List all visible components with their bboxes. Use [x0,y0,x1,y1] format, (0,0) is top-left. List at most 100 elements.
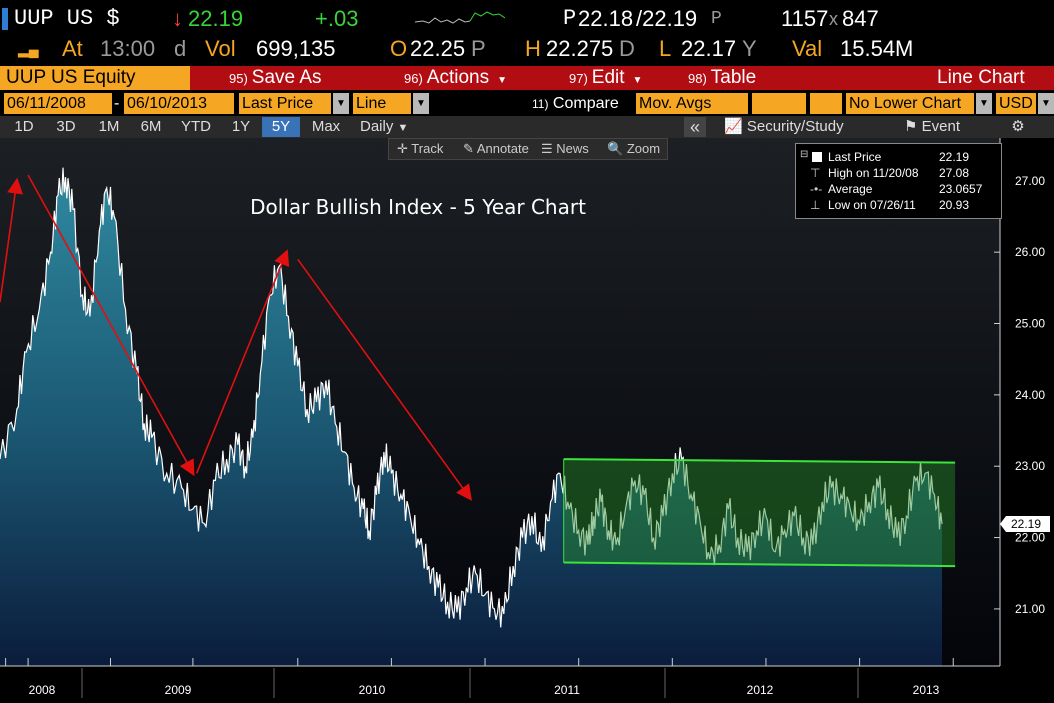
current-price-tag [1000,516,1050,533]
price-chart[interactable]: 21.00 22.00 23.00 24.00 25.00 26.00 27.00 22.19… [0,138,1054,703]
legend-average-label: Average [828,182,873,196]
quote-line-2: ▂▄ At 13:00 d Vol 699,135 O 22.25 P H 22… [0,36,1054,62]
range-1m-button[interactable]: 1M [98,118,120,135]
y-tick-label: 26.00 [1015,245,1045,259]
range-3d-button[interactable]: 3D [56,118,76,135]
moving-averages-blank-2[interactable] [810,93,842,114]
ask-suffix: P [711,9,722,29]
moving-averages-blank-1[interactable] [752,93,806,114]
style-select[interactable]: Line [353,93,411,114]
edit-menu[interactable]: 97) Edit ▼ [569,66,642,90]
currency-select[interactable]: USD [996,93,1036,114]
volume-label: Vol [205,36,236,61]
quote-line-1: UUP US $ ↓ 22.19 +.03 P 22.18 /22.19 P 1… [0,6,1054,32]
sparkline-icon [415,11,505,24]
edit-caret-icon: ▼ [632,75,643,86]
field-dropdown-icon[interactable]: ▼ [333,93,349,114]
volume-value: 699,135 [256,36,336,61]
y-tick-label: 21.00 [1015,602,1045,616]
price-change: +.03 [315,6,359,31]
security-study-button[interactable]: 📈 Security/Study [724,117,874,137]
legend-last-label: Last Price [828,150,882,164]
bid-price: 22.18 [578,6,634,31]
moving-averages-field[interactable]: Mov. Avgs [636,93,748,114]
chart-line-icon: 📈 [724,118,743,135]
trend-arrow-3 [195,249,290,474]
lower-chart-select[interactable]: No Lower Chart [846,93,974,114]
legend-high-label: High on 11/20/08 [828,166,919,180]
open-suffix: P [471,36,486,61]
actions-number: 96) [404,71,423,86]
ticker-symbol: UUP US $ [14,6,120,31]
news-label: News [556,141,589,156]
zoom-tool[interactable]: 🔍 Zoom [607,139,660,159]
last-price: 22.19 [188,6,244,31]
collapse-icon[interactable]: « [684,117,706,137]
security-study-label: Security/Study [746,118,844,135]
compare-label: Compare [552,95,619,112]
down-arrow-icon: ↓ [172,6,183,31]
channel-upper-line [563,458,956,464]
actions-menu[interactable]: 96) Actions ▼ [404,66,507,90]
x-tick-label: 2012 [747,683,774,697]
high-value: 22.275 [546,36,614,61]
high-label: H [525,36,541,61]
gear-icon[interactable]: ⚙ [1011,118,1025,135]
pencil-icon: ✎ [463,141,474,156]
security-tab[interactable]: UUP US Equity [0,66,190,90]
bid-label: P [563,6,577,31]
trend-arrow-4 [297,258,472,501]
date-dash: - [114,95,120,112]
edit-label: Edit [591,67,625,88]
frequency-label: Daily [360,118,394,135]
last-price-swatch [812,152,822,162]
crosshair-icon: ✛ [397,141,408,156]
table-number: 98) [688,71,707,86]
style-dropdown-icon[interactable]: ▼ [413,93,429,114]
chart-settings-row: 06/11/2008 - 06/10/2013 Last Price ▼ Lin… [0,93,1054,115]
track-tool[interactable]: ✛ Track [397,139,443,159]
high-suffix: D [619,36,635,61]
y-tick-label: 24.00 [1015,388,1045,402]
range-1d-button[interactable]: 1D [14,118,34,135]
zoom-label: Zoom [626,141,661,156]
value-label: Val [792,36,823,61]
size-separator: x [829,9,838,29]
event-button[interactable]: ⚑ Event [904,117,984,137]
range-ytd-button[interactable]: YTD [181,118,211,135]
ask-price: /22.19 [636,6,698,31]
last-trade-time: 13:00 [100,36,156,61]
annotate-tool[interactable]: ✎ Annotate [463,139,529,159]
end-date-field[interactable]: 06/10/2013 [124,93,234,114]
trading-range-fill [563,459,956,567]
range-toolbar: 1D 3D 1M 6M YTD 1Y 5Y Max Daily ▼ « 📈 Se… [0,116,1054,138]
x-tick-label: 2013 [913,683,940,697]
magnifier-icon: 🔍 [607,141,624,156]
lower-chart-dropdown-icon[interactable]: ▼ [976,93,992,114]
legend-low-value: 20.93 [939,198,970,212]
compare-button[interactable]: 11) Compare [532,93,619,115]
price-area-fill [0,167,942,666]
news-icon: ☰ [541,141,553,156]
range-6m-button[interactable]: 6M [140,118,162,135]
channel-lower-line [563,561,956,568]
range-max-button[interactable]: Max [311,118,341,135]
range-5y-button[interactable]: 5Y [262,117,300,137]
currency-dropdown-icon[interactable]: ▼ [1038,93,1054,114]
actions-label: Actions [426,67,490,88]
table-button[interactable]: 98) Table [688,66,756,90]
save-as-button[interactable]: 95) Save As [229,66,322,90]
frequency-caret-icon: ▼ [397,122,409,134]
frequency-select[interactable]: Daily ▼ [352,117,430,137]
legend-high-value: 27.08 [939,166,970,180]
start-date-field[interactable]: 06/11/2008 [4,93,112,114]
average-marker-icon: -•- [810,182,823,196]
legend-average-value: 23.0657 [939,182,983,196]
field-select[interactable]: Last Price [239,93,331,114]
collapse-legend-icon[interactable]: ⊟ [800,149,809,160]
compare-number: 11) [532,97,549,111]
range-1y-button[interactable]: 1Y [231,118,251,135]
legend-low-label: Low on 07/26/11 [828,198,916,212]
y-tick-label: 27.00 [1015,174,1045,188]
news-tool[interactable]: ☰ News [541,139,589,159]
